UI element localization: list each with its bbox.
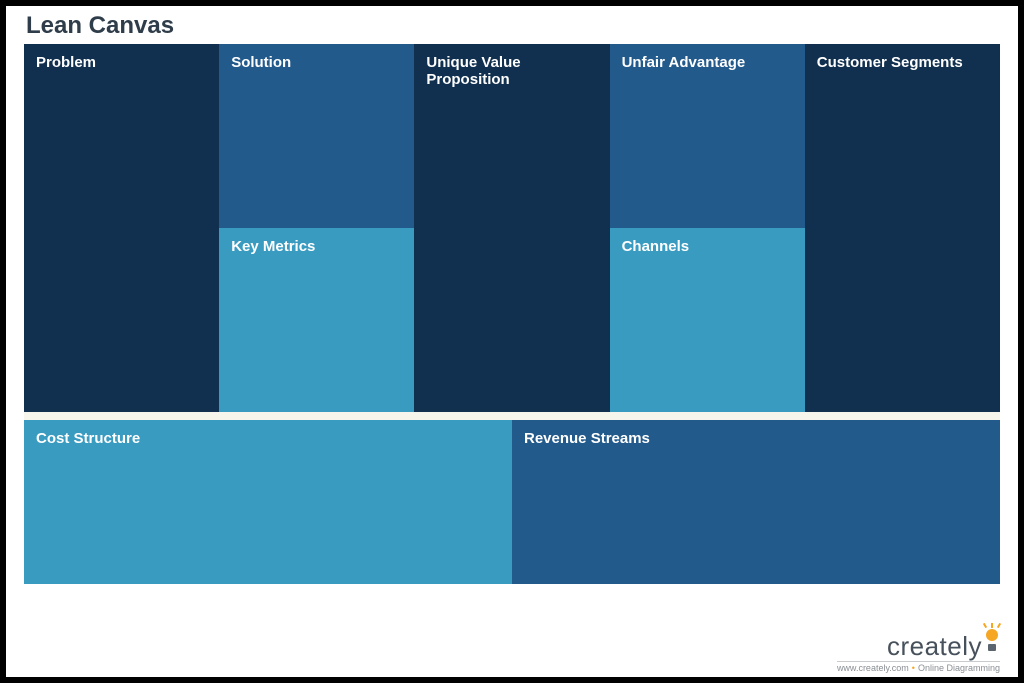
page-title: Lean Canvas: [24, 12, 1000, 44]
cell-label: Problem: [36, 54, 96, 71]
cell-uvp: Unique Value Proposition: [414, 44, 609, 412]
cell-label: Key Metrics: [231, 238, 315, 255]
cell-solution: Solution: [219, 44, 414, 228]
brand-top: creately: [887, 629, 1000, 660]
cell-label: Unique Value Proposition: [426, 54, 520, 88]
cell-unfair-advantage: Unfair Advantage: [610, 44, 805, 228]
cell-cost-structure: Cost Structure: [24, 420, 512, 584]
separator-dot: •: [909, 663, 918, 673]
canvas-top-row: Problem Solution Key Metrics Unique Valu…: [24, 44, 1000, 412]
column-solution-metrics: Solution Key Metrics: [219, 44, 414, 412]
cell-label: Cost Structure: [36, 430, 140, 447]
cell-key-metrics: Key Metrics: [219, 228, 414, 412]
lightbulb-icon: [984, 629, 1000, 655]
cell-label: Solution: [231, 54, 291, 71]
cell-problem: Problem: [24, 44, 219, 412]
cell-label: Customer Segments: [817, 54, 963, 71]
cell-customer-segments: Customer Segments: [805, 44, 1000, 412]
cell-label: Revenue Streams: [524, 430, 650, 447]
cell-channels: Channels: [610, 228, 805, 412]
cell-revenue-streams: Revenue Streams: [512, 420, 1000, 584]
canvas-bottom-row: Cost Structure Revenue Streams: [24, 420, 1000, 584]
lean-canvas: Problem Solution Key Metrics Unique Valu…: [24, 44, 1000, 625]
footer: creately www.creately.com•Online Diagram…: [24, 625, 1000, 673]
brand-name: creately: [887, 633, 982, 660]
cell-label: Unfair Advantage: [622, 54, 746, 71]
lean-canvas-frame: Lean Canvas Problem Solution Key Metrics…: [0, 0, 1024, 683]
column-advantage-channels: Unfair Advantage Channels: [610, 44, 805, 412]
brand-url: www.creately.com: [837, 663, 909, 673]
canvas-row-gap: [24, 412, 1000, 420]
cell-label: Channels: [622, 238, 690, 255]
brand-tagline: Online Diagramming: [918, 663, 1000, 673]
brand-subline: www.creately.com•Online Diagramming: [837, 661, 1000, 673]
brand-block: creately www.creately.com•Online Diagram…: [837, 629, 1000, 673]
